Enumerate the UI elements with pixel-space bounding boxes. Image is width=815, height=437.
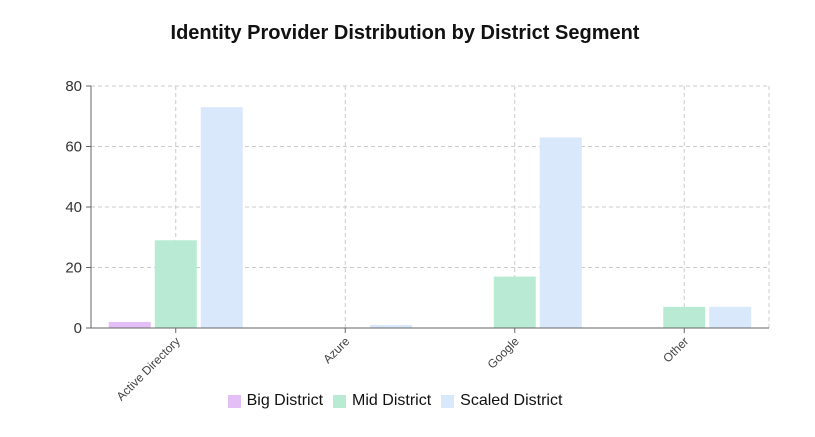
- legend-swatch: [333, 394, 347, 408]
- legend-swatch: [227, 394, 241, 408]
- x-tick-label: Other: [660, 334, 691, 365]
- bar: [493, 276, 536, 328]
- legend-label: Mid District: [352, 392, 432, 409]
- y-tick-label: 60: [65, 139, 82, 156]
- bar: [370, 324, 413, 328]
- bar: [709, 306, 752, 328]
- y-axis-ticks: 0 20 40 60 80: [65, 78, 91, 337]
- y-tick-label: 0: [74, 320, 82, 337]
- chart-title: Identity Provider Distribution by Distri…: [170, 22, 640, 44]
- legend-swatch: [441, 394, 455, 408]
- legend-item[interactable]: Mid District: [333, 392, 431, 410]
- legend-label: Big District: [246, 392, 324, 409]
- bar: [539, 137, 582, 328]
- y-tick-label: 40: [65, 199, 82, 216]
- bar: [108, 321, 151, 328]
- legend: Big District Mid District Scaled District: [0, 392, 790, 410]
- x-tick-label: Azure: [320, 334, 352, 366]
- bar: [200, 107, 243, 328]
- bars: [108, 107, 752, 328]
- legend-label: Scaled District: [460, 392, 563, 409]
- legend-item[interactable]: Scaled District: [441, 392, 562, 410]
- y-tick-label: 20: [65, 260, 82, 277]
- bar: [154, 240, 197, 328]
- legend-item[interactable]: Big District: [227, 392, 324, 410]
- x-tick-label: Google: [485, 334, 522, 371]
- bar: [663, 306, 706, 328]
- y-tick-label: 80: [65, 78, 82, 95]
